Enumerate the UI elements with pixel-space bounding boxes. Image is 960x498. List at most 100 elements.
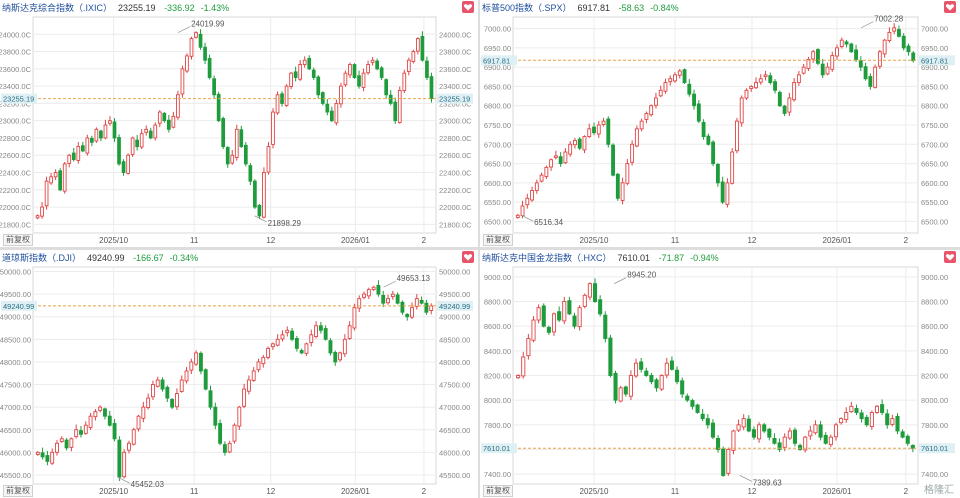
y-tick-label-left: 46500.00 [0, 426, 31, 435]
candle-body [644, 112, 649, 120]
candle-body [126, 154, 130, 174]
candle-body [393, 101, 398, 122]
price-change: -336.92 [161, 3, 195, 13]
heart-icon[interactable] [944, 1, 956, 13]
candle-body [692, 93, 696, 107]
candle-body [160, 379, 165, 390]
candle-body [603, 314, 608, 339]
y-tick-label-left: 22000.0C [0, 203, 32, 212]
y-tick-label-right: 6550.00 [921, 198, 948, 207]
y-tick-label-right: 8400.00 [921, 347, 948, 356]
candle-body [568, 143, 573, 155]
candle-body [644, 370, 649, 376]
candle-body [357, 298, 362, 309]
last-price-tag [1, 93, 37, 104]
y-tick-label-left: 46000.00 [0, 448, 31, 457]
y-tick-label-right: 6650.00 [921, 160, 948, 169]
candle-body [352, 307, 357, 329]
candle-body [419, 299, 424, 304]
candle-body [725, 182, 730, 205]
candle-body [290, 330, 295, 340]
candle-body [44, 180, 49, 207]
candle-body [194, 32, 198, 38]
y-tick-label-right: 23600.0C [439, 65, 472, 74]
heart-icon[interactable] [462, 1, 474, 13]
candle-body [257, 204, 262, 217]
x-tick-label: 2 [422, 236, 427, 245]
candle-body [828, 436, 833, 446]
candle-body [194, 352, 199, 365]
candle-body [787, 430, 792, 439]
candle-body [567, 300, 572, 315]
candle-body [596, 124, 601, 135]
y-tick-label-left: 7400.00 [484, 470, 511, 479]
heart-icon[interactable] [944, 251, 956, 263]
candle-body [370, 59, 375, 63]
candle-body [83, 424, 88, 434]
candle-body [212, 78, 216, 96]
candle-body [801, 66, 806, 74]
heart-icon[interactable] [462, 251, 474, 263]
candle-body [338, 352, 342, 361]
candle-body [541, 305, 546, 327]
candle-body [749, 85, 754, 90]
x-tick-label: 2 [904, 236, 909, 245]
adjust-mode-button[interactable]: 前复权 [3, 234, 33, 246]
candle-body [639, 120, 644, 130]
candle-body [153, 124, 158, 139]
percent-change: -0.34% [169, 253, 199, 263]
x-tick-label: 11 [190, 487, 199, 496]
y-tick-label-right: 22600.0C [439, 151, 472, 160]
candle-body [375, 60, 379, 70]
candle-body [208, 390, 213, 408]
candle-body [334, 102, 339, 124]
chart-header: 道琼斯指数（.DJI） 49240.99 -166.67 -0.34% [2, 251, 198, 265]
candle-body [221, 118, 226, 148]
candle-body [112, 423, 117, 440]
candle-body [680, 380, 685, 395]
candle-body [131, 429, 136, 445]
candle-body [730, 151, 735, 184]
price-change: -71.87 [656, 253, 685, 263]
candle-body [98, 406, 103, 411]
candle-body [659, 375, 664, 390]
low-label: 45452.03 [131, 480, 165, 489]
index-quote: 23255.19 -336.92 -1.43% [118, 3, 229, 13]
candle-body [767, 428, 772, 438]
candle-body [64, 439, 69, 449]
index-chart-panel: 道琼斯指数（.DJI） 49240.99 -166.67 -0.34% 45500.0… [0, 250, 478, 498]
adjust-mode-button[interactable]: 前复权 [483, 485, 513, 497]
adjust-mode-button[interactable]: 前复权 [483, 234, 513, 246]
adjust-mode-button[interactable]: 前复权 [3, 485, 33, 497]
y-tick-label-right: 46500.00 [439, 426, 470, 435]
candle-body [754, 82, 758, 89]
y-tick-label-right: 7800.00 [921, 421, 948, 430]
candle-body [248, 165, 253, 182]
candle-body [534, 182, 539, 192]
y-tick-label-right: 49000.00 [439, 313, 470, 322]
candle-body [53, 172, 58, 178]
y-tick-label-right: 22200.0C [439, 186, 472, 195]
candle-body [726, 449, 731, 474]
x-tick-label: 2026/01 [823, 487, 852, 496]
candle-body [849, 405, 854, 413]
candle-body [792, 429, 798, 444]
candle-body [299, 350, 304, 354]
y-tick-label-left: 8200.00 [484, 372, 511, 381]
candle-body [395, 294, 400, 304]
y-tick-label-right: 49500.00 [439, 290, 470, 299]
candle-body [557, 311, 562, 321]
candle-body [668, 78, 673, 83]
candle-body [166, 119, 171, 130]
candle-body [85, 137, 90, 154]
y-tick-label-left: 48500.00 [0, 335, 31, 344]
candle-body [598, 299, 603, 315]
low-label: 7389.63 [753, 478, 782, 487]
candle-body [577, 307, 582, 328]
candle-body [343, 72, 348, 86]
candle-body [198, 352, 203, 372]
y-tick-label-right: 8800.00 [921, 298, 948, 307]
x-tick-label: 2026/01 [341, 236, 370, 245]
last-price-tag-label: 6917.81 [921, 56, 948, 65]
